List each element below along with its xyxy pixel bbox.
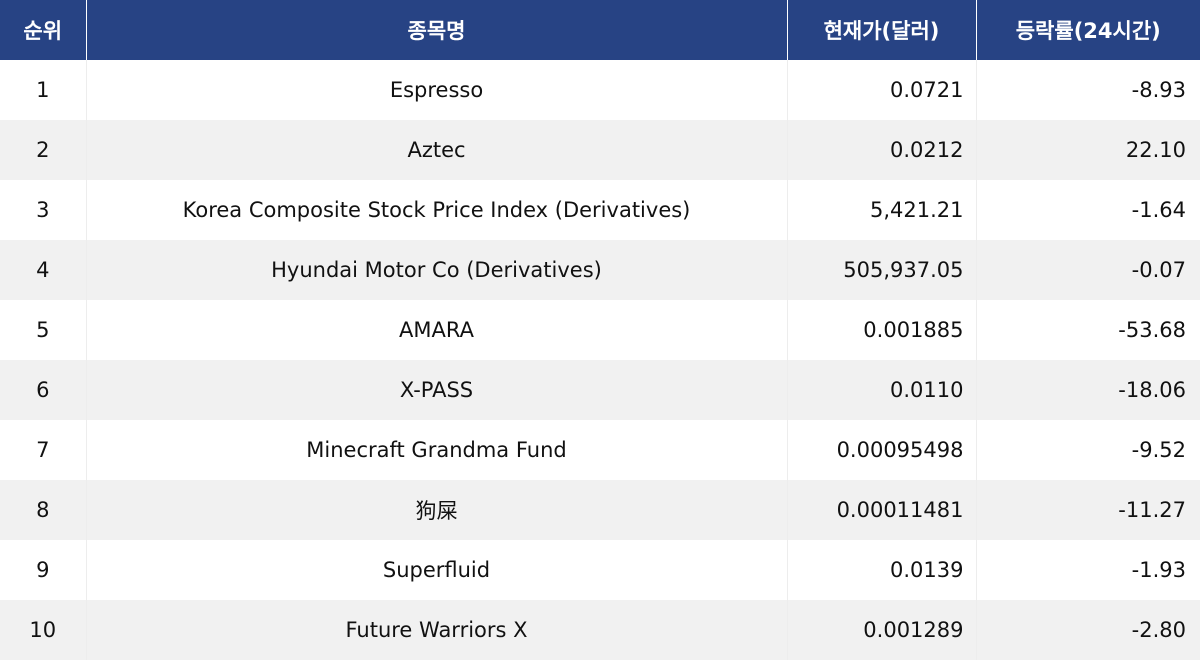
- cell-rank: 1: [0, 60, 87, 120]
- cell-price: 0.00095498: [787, 420, 977, 480]
- cell-rank: 2: [0, 120, 87, 180]
- cell-price: 505,937.05: [787, 240, 977, 300]
- cell-change: -2.80: [976, 600, 1200, 660]
- cell-rank: 10: [0, 600, 87, 660]
- cell-price: 0.00011481: [787, 480, 977, 540]
- cell-name: Hyundai Motor Co (Derivatives): [86, 240, 788, 300]
- table-row: 9 Superfluid 0.0139 -1.93: [0, 540, 1200, 600]
- cell-change: -53.68: [976, 300, 1200, 360]
- table-row: 7 Minecraft Grandma Fund 0.00095498 -9.5…: [0, 420, 1200, 480]
- cell-rank: 6: [0, 360, 87, 420]
- table-row: 10 Future Warriors X 0.001289 -2.80: [0, 600, 1200, 660]
- cell-change: -18.06: [976, 360, 1200, 420]
- header-price: 현재가(달러): [787, 0, 977, 60]
- cell-price: 0.0139: [787, 540, 977, 600]
- cell-change: -1.64: [976, 180, 1200, 240]
- cell-change: 22.10: [976, 120, 1200, 180]
- cell-name: Espresso: [86, 60, 788, 120]
- cell-rank: 8: [0, 480, 87, 540]
- cell-name: Superfluid: [86, 540, 788, 600]
- cell-rank: 5: [0, 300, 87, 360]
- cell-price: 0.0721: [787, 60, 977, 120]
- cell-rank: 4: [0, 240, 87, 300]
- table-row: 6 X-PASS 0.0110 -18.06: [0, 360, 1200, 420]
- table-row: 1 Espresso 0.0721 -8.93: [0, 60, 1200, 120]
- table-row: 4 Hyundai Motor Co (Derivatives) 505,937…: [0, 240, 1200, 300]
- cell-change: -8.93: [976, 60, 1200, 120]
- cell-name: AMARA: [86, 300, 788, 360]
- cell-name: Aztec: [86, 120, 788, 180]
- cell-name: X-PASS: [86, 360, 788, 420]
- cell-price: 0.0212: [787, 120, 977, 180]
- cell-change: -11.27: [976, 480, 1200, 540]
- cell-price: 5,421.21: [787, 180, 977, 240]
- cell-change: -9.52: [976, 420, 1200, 480]
- cell-change: -0.07: [976, 240, 1200, 300]
- header-change: 등락률(24시간): [976, 0, 1200, 60]
- cell-rank: 3: [0, 180, 87, 240]
- table-row: 3 Korea Composite Stock Price Index (Der…: [0, 180, 1200, 240]
- header-rank: 순위: [0, 0, 87, 60]
- header-name: 종목명: [86, 0, 788, 60]
- table-body: 1 Espresso 0.0721 -8.93 2 Aztec 0.0212 2…: [0, 60, 1200, 660]
- cell-price: 0.001289: [787, 600, 977, 660]
- table-header: 순위 종목명 현재가(달러) 등락률(24시간): [0, 0, 1200, 60]
- cell-name: Future Warriors X: [86, 600, 788, 660]
- cell-name: 狗屎: [86, 480, 788, 540]
- cell-rank: 9: [0, 540, 87, 600]
- table-row: 2 Aztec 0.0212 22.10: [0, 120, 1200, 180]
- cell-change: -1.93: [976, 540, 1200, 600]
- cell-name: Minecraft Grandma Fund: [86, 420, 788, 480]
- cell-price: 0.001885: [787, 300, 977, 360]
- cell-price: 0.0110: [787, 360, 977, 420]
- table-row: 8 狗屎 0.00011481 -11.27: [0, 480, 1200, 540]
- cell-rank: 7: [0, 420, 87, 480]
- cell-name: Korea Composite Stock Price Index (Deriv…: [86, 180, 788, 240]
- table-row: 5 AMARA 0.001885 -53.68: [0, 300, 1200, 360]
